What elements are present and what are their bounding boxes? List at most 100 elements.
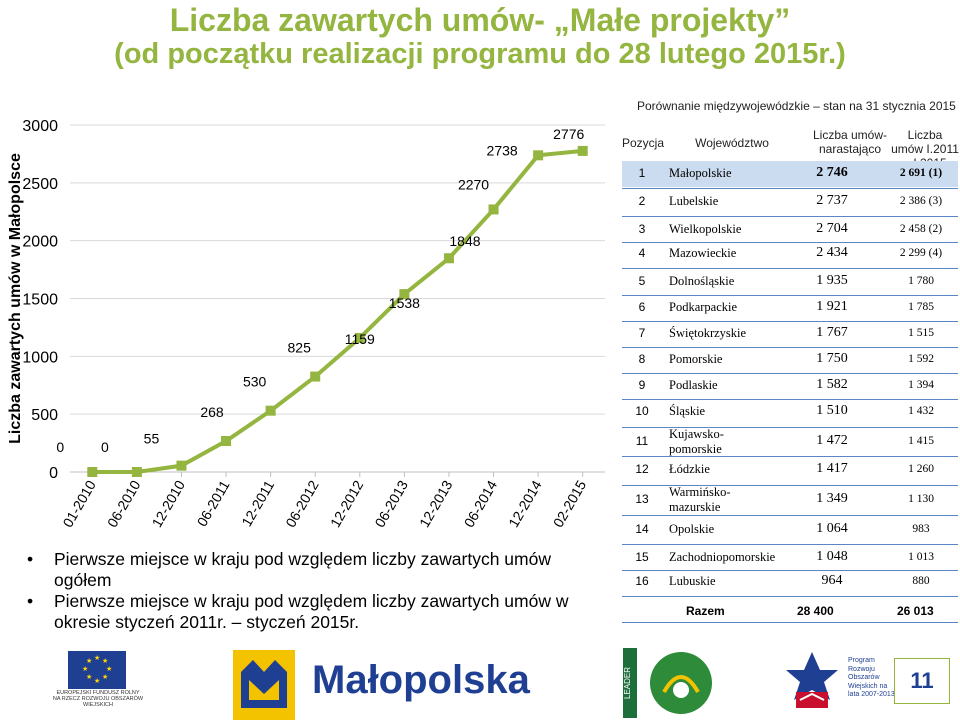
cell-cumulative: 1 921	[816, 299, 848, 314]
data-point	[131, 467, 142, 477]
total-cumulative: 28 400	[797, 604, 834, 618]
cell-voivodeship: Świętokrzyskie	[669, 326, 747, 340]
header-cumulative: Liczba umów- narastająco	[812, 128, 888, 156]
x-tick-label: 01-2010	[59, 477, 99, 530]
data-point	[577, 145, 588, 156]
header-voivodeship: Województwo	[695, 136, 769, 150]
data-label: 2738	[487, 142, 518, 158]
x-tick-label: 06-2012	[282, 477, 322, 530]
cell-cumulative: 1 472	[816, 433, 848, 448]
row-separator	[622, 295, 958, 296]
data-label: 2776	[553, 126, 584, 142]
y-tick-label: 1500	[22, 292, 58, 309]
data-label: 1159	[345, 331, 375, 347]
data-label: 2270	[458, 176, 489, 192]
cell-period: 2 299 (4)	[899, 247, 943, 259]
cell-position: 13	[635, 492, 649, 506]
cell-voivodeship: Dolnośląskie	[669, 274, 735, 288]
cell-period: 1 394	[908, 379, 934, 391]
x-tick-label: 12-2012	[327, 477, 367, 530]
bullet-dot-icon: •	[27, 549, 34, 569]
cell-position: 7	[638, 326, 646, 340]
x-tick-label: 06-2011	[194, 477, 233, 529]
leader-bar	[623, 648, 637, 718]
y-tick-label: 1000	[22, 349, 58, 366]
data-point	[354, 332, 365, 343]
cell-voivodeship: Mazowieckie	[669, 246, 737, 260]
bullet-text: Pierwsze miejsce w kraju pod względem li…	[54, 591, 569, 632]
cell-period: 880	[912, 575, 930, 587]
data-point	[399, 289, 410, 300]
data-point	[533, 150, 544, 161]
bullet-list: • Pierwsze miejsce w kraju pod względem l…	[22, 549, 607, 633]
row-separator	[622, 570, 958, 571]
cell-position: 3	[638, 222, 646, 236]
row-separator	[622, 515, 958, 516]
series-line	[92, 148, 583, 474]
cell-voivodeship: Lubelskie	[669, 194, 719, 208]
data-label: 0	[56, 439, 64, 455]
data-point	[310, 371, 321, 382]
header-position: Pozycja	[622, 136, 665, 150]
cell-cumulative: 964	[821, 573, 843, 588]
cell-cumulative: 1 935	[816, 273, 848, 288]
cell-period: 1 013	[908, 551, 934, 563]
cell-position: 11	[635, 434, 649, 448]
cell-position: 10	[635, 404, 649, 418]
data-label: 530	[243, 374, 267, 390]
x-tick-label: 12-2010	[149, 477, 189, 530]
row-separator	[622, 485, 958, 486]
x-tick-label: 12-2013	[416, 477, 456, 530]
x-tick-label: 12-2011	[238, 477, 277, 529]
cell-cumulative: 2 704	[816, 221, 848, 236]
table-bottom-rule	[622, 622, 958, 623]
slide-title: Liczba zawartych umów- „Małe projekty”	[169, 2, 791, 38]
page-number: 11	[894, 658, 950, 704]
row-separator	[622, 399, 958, 400]
data-point	[221, 436, 232, 447]
cell-position: 12	[635, 462, 649, 476]
cell-voivodeship: Wielkopolskie	[669, 222, 742, 236]
row-separator	[622, 544, 958, 545]
cell-period: 2 386 (3)	[899, 195, 943, 207]
cell-position: 9	[638, 378, 646, 392]
data-label: 268	[200, 404, 224, 420]
row-separator	[622, 268, 958, 269]
x-tick-label: 06-2013	[371, 477, 411, 530]
cell-voivodeship: Podlaskie	[669, 378, 718, 392]
data-point	[176, 460, 187, 471]
cell-position: 8	[638, 352, 646, 366]
bullet-item: • Pierwsze miejsce w kraju pod względem l…	[22, 591, 607, 633]
y-tick-label: 2500	[22, 176, 58, 193]
cell-voivodeship: Łódzkie	[669, 462, 710, 476]
cell-period: 2 691 (1)	[899, 167, 943, 179]
row-separator	[622, 596, 958, 597]
bullet-text: Pierwsze miejsce w kraju pod względem li…	[54, 549, 551, 590]
cell-position: 16	[635, 574, 649, 588]
prow-logo-icon	[782, 648, 842, 718]
row-separator	[622, 427, 958, 428]
eu-flag-icon: ★ ★ ★ ★ ★ ★ ★ ★	[68, 651, 126, 689]
x-tick-label: 02-2015	[550, 477, 590, 530]
eu-fund-text: EUROPEJSKI FUNDUSZ ROLNY NA RZECZ ROZWOJ…	[52, 690, 144, 708]
x-tick-label: 06-2010	[104, 477, 144, 530]
cell-position: 15	[635, 550, 649, 564]
cell-period: 1 515	[908, 327, 934, 339]
y-tick-label: 500	[31, 407, 58, 424]
row-separator	[622, 321, 958, 322]
total-label: Razem	[686, 604, 725, 618]
cell-period: 1 130	[908, 493, 934, 505]
cell-cumulative: 1 349	[816, 491, 848, 506]
cell-period: 1 592	[908, 353, 934, 365]
row-separator	[622, 373, 958, 374]
cell-voivodeship: Lubuskie	[669, 574, 716, 588]
y-tick-label: 3000	[22, 118, 58, 135]
data-point	[443, 253, 454, 264]
cell-voivodeship: Małopolskie	[669, 166, 732, 180]
highlighted-row	[622, 161, 958, 187]
cell-period: 1 785	[908, 301, 934, 313]
cell-cumulative: 2 737	[816, 193, 848, 208]
prow-text: Program Rozwoju Obszarów Wiejskich na la…	[848, 657, 895, 698]
cell-position: 4	[638, 246, 646, 260]
x-tick-label: 12-2014	[505, 477, 545, 530]
